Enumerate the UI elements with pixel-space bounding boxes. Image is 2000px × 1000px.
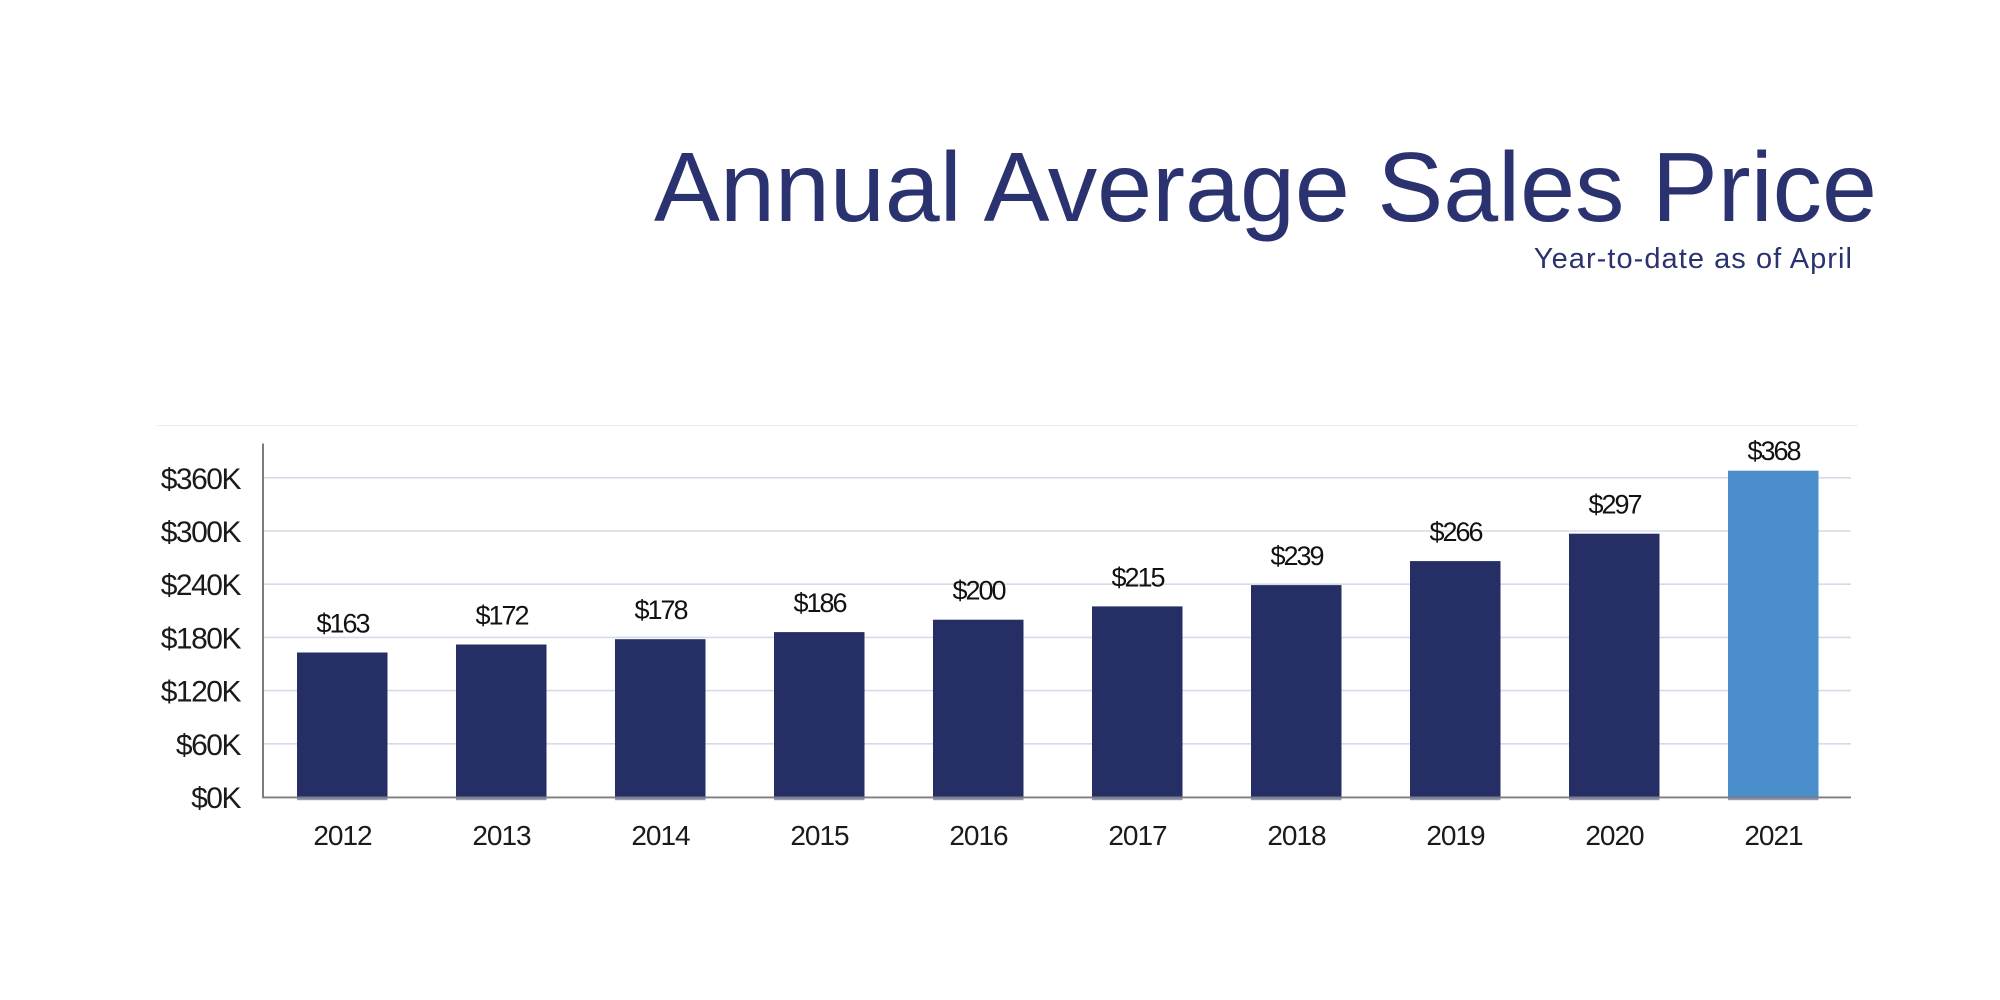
svg-text:$300K: $300K <box>161 516 242 549</box>
svg-text:$215: $215 <box>1111 562 1164 592</box>
svg-text:2021: 2021 <box>1744 820 1803 851</box>
svg-text:$60K: $60K <box>176 729 242 762</box>
svg-text:$186: $186 <box>793 588 846 618</box>
svg-text:$200: $200 <box>952 576 1005 606</box>
svg-text:$240K: $240K <box>161 569 242 602</box>
svg-text:$172: $172 <box>475 601 528 631</box>
svg-text:$120K: $120K <box>161 676 242 709</box>
svg-text:2015: 2015 <box>790 820 849 851</box>
svg-text:2020: 2020 <box>1585 820 1644 851</box>
svg-text:2014: 2014 <box>631 820 690 851</box>
svg-text:2019: 2019 <box>1426 820 1485 851</box>
svg-text:2017: 2017 <box>1108 820 1167 851</box>
svg-text:2018: 2018 <box>1267 820 1326 851</box>
svg-text:$368: $368 <box>1747 436 1800 466</box>
svg-text:2012: 2012 <box>313 820 372 851</box>
svg-text:2016: 2016 <box>949 820 1008 851</box>
svg-text:$163: $163 <box>316 609 369 639</box>
svg-text:$297: $297 <box>1588 490 1641 520</box>
svg-text:$180K: $180K <box>161 622 242 655</box>
svg-text:$0K: $0K <box>191 782 241 815</box>
svg-text:$360K: $360K <box>161 463 242 496</box>
svg-text:$239: $239 <box>1270 541 1323 571</box>
svg-text:$266: $266 <box>1429 517 1482 547</box>
svg-text:$178: $178 <box>634 595 687 625</box>
svg-text:2013: 2013 <box>472 820 531 851</box>
